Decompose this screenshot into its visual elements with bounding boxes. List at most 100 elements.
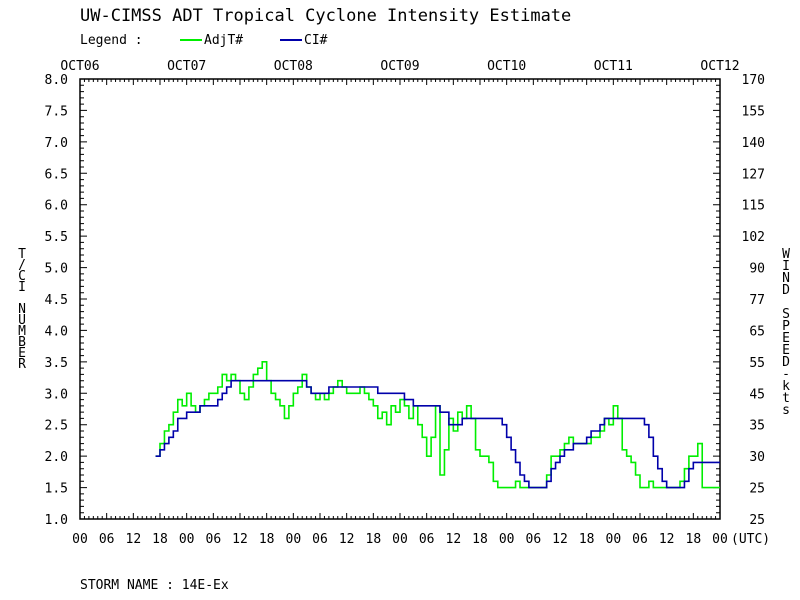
y2-axis-label-char: P [782,319,790,334]
hour-label: 06 [419,532,435,547]
hour-label: 18 [366,532,382,547]
hour-label: 06 [99,532,115,547]
hour-label: 00 [392,532,408,547]
hour-label: 12 [126,532,142,547]
y-tick-label: 6.5 [45,167,68,182]
y2-axis-label-char: t [782,391,790,406]
hour-label: 12 [659,532,675,547]
y-tick-labels: 1.0 1.5 2.0 2.5 3.0 3.5 4.0 4.5 5.0 5.5 6.0 6.5 7.0 7… [45,73,68,528]
y-tick-label: 1.5 [45,482,68,497]
date-label: OCT06 [60,59,99,74]
hour-label: 18 [152,532,168,547]
x-unit-label: (UTC) [731,532,770,547]
y2-axis-label-char: E [782,331,790,346]
hour-label: 18 [579,532,595,547]
y2-axis-label-char: E [782,343,790,358]
y2-axis-label-char: W [782,247,790,262]
y2-axis-label-char: D [782,355,790,370]
y-tick-label: 8.0 [45,73,68,88]
y2-tick-label: 45 [749,387,765,402]
date-label: OCT07 [167,59,206,74]
y-axis-label-char: R [18,357,26,372]
hour-label: 18 [259,532,275,547]
y-axis-label-char: N [18,302,26,317]
hour-label: 12 [552,532,568,547]
hour-label: 06 [632,532,648,547]
legend-entry-adjt: AdjT# [204,33,243,48]
y2-axis-label-char: I [782,259,790,274]
y2-tick-label: 77 [749,293,765,308]
date-labels: OCT06 OCT07 OCT08 OCT09 OCT10 OCT11 OCT12 [60,59,739,74]
series-layer [155,361,720,489]
plot-frame [79,78,721,520]
y-tick-label: 4.5 [45,293,68,308]
y2-tick-label: 127 [742,167,765,182]
hour-label: 00 [72,532,88,547]
y-axis-label-char: E [18,346,26,361]
legend-entry-ci: CI# [304,33,328,48]
y-axis-label-char: M [18,324,26,339]
hour-label: 18 [686,532,702,547]
date-label: OCT08 [274,59,313,74]
hour-label: 00 [499,532,515,547]
y2-axis-label-char: S [782,307,790,322]
y2-tick-label: 155 [742,104,765,119]
legend: Legend : AdjT# CI# [80,33,328,48]
hour-label: 00 [179,532,195,547]
date-label: OCT10 [487,59,526,74]
y2-tick-label: 102 [742,230,765,245]
y2-tick-label: 115 [742,199,765,214]
hour-label: 12 [446,532,462,547]
axis-ticks [79,78,721,520]
y2-tick-label: 25 [749,513,765,528]
y-axis-label-char: B [18,335,26,350]
y2-axis-label-char: D [782,283,790,298]
hour-label: 00 [606,532,622,547]
storm-name: STORM NAME : 14E-Ex [80,578,229,593]
date-label: OCT09 [380,59,419,74]
y-tick-label: 5.5 [45,230,68,245]
y2-tick-labels: 25 25 30 35 45 55 65 77 90 102 115 127 140 155 170 [742,73,765,528]
hour-label: 00 [712,532,728,547]
y2-axis-label-char: s [782,403,790,418]
y2-tick-label: 25 [749,482,765,497]
y2-axis-label-char: - [782,367,790,382]
y2-tick-label: 170 [742,73,765,88]
chart-title: UW-CIMSS ADT Tropical Cyclone Intensity … [80,6,571,26]
y2-axis-label-char: N [782,271,790,286]
y2-axis-label-char: k [782,379,790,394]
date-label: OCT12 [700,59,739,74]
tick-marks [79,78,721,520]
y-axis-label-char: / [18,258,26,273]
legend-label: Legend : [80,33,143,48]
y-tick-label: 2.5 [45,419,68,434]
hour-label: 06 [312,532,328,547]
y-tick-label: 5.0 [45,262,68,277]
y-tick-label: 4.0 [45,324,68,339]
y2-tick-label: 65 [749,324,765,339]
y-tick-label: 1.0 [45,513,68,528]
hour-label: 00 [286,532,302,547]
y-tick-label: 7.5 [45,104,68,119]
y-tick-label: 2.0 [45,450,68,465]
hour-label: 12 [339,532,355,547]
hour-labels: 00 06 12 18 00 06 12 18 00 06 12 18 00 06 12 18 00 06 12 18… [72,532,728,547]
y2-tick-label: 90 [749,262,765,277]
y-axis-label-char: U [18,313,26,328]
hour-label: 18 [472,532,488,547]
y-axis-label-char: C [18,269,26,284]
y2-tick-label: 35 [749,419,765,434]
y2-tick-label: 55 [749,356,765,371]
y-tick-label: 3.0 [45,387,68,402]
y-axis-label-char: I [18,280,26,295]
y2-tick-label: 140 [742,136,765,151]
y-axis-label-char: T [18,247,26,262]
hour-label: 12 [232,532,248,547]
y-tick-label: 6.0 [45,199,68,214]
date-label: OCT11 [594,59,633,74]
hour-label: 06 [526,532,542,547]
series-line-ci [155,379,720,489]
